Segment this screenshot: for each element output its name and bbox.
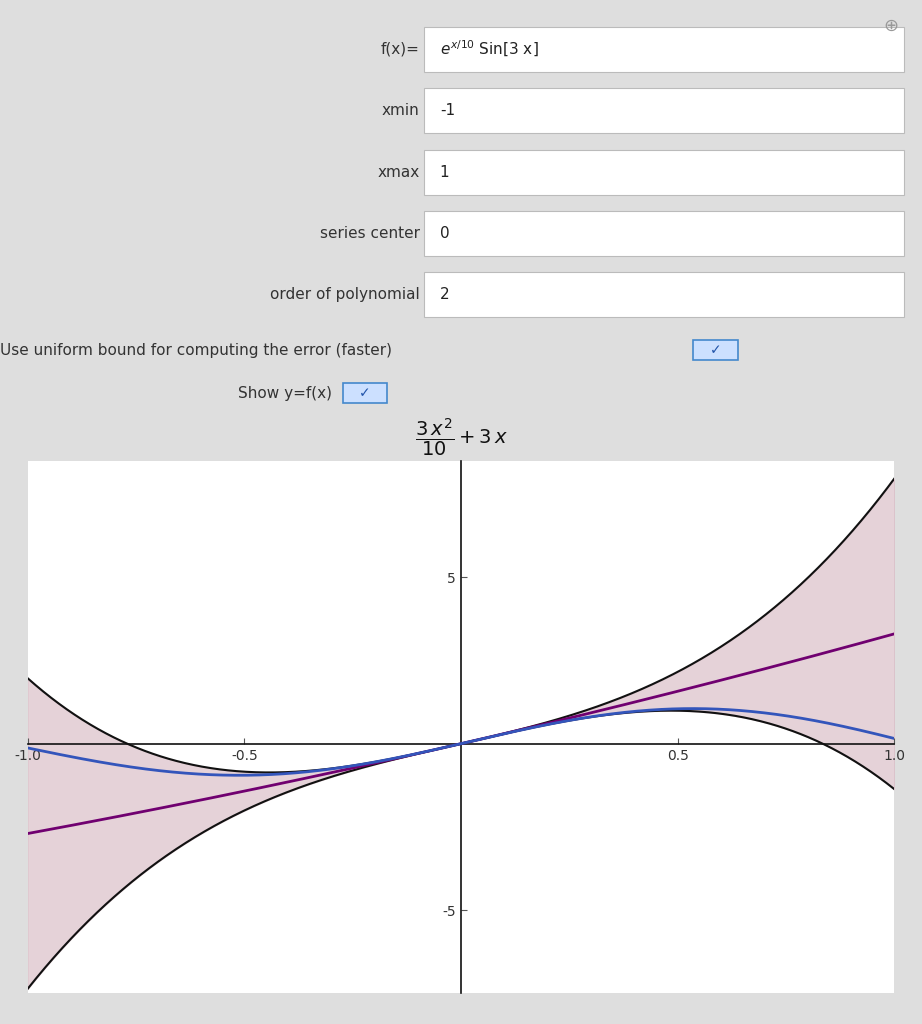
Text: 0: 0 xyxy=(440,226,449,241)
Text: xmax: xmax xyxy=(377,165,420,179)
Text: ✓: ✓ xyxy=(710,343,721,357)
Text: xmin: xmin xyxy=(382,103,420,118)
FancyBboxPatch shape xyxy=(424,150,904,195)
Text: Use uniform bound for computing the error (faster): Use uniform bound for computing the erro… xyxy=(0,343,392,357)
Text: -1: -1 xyxy=(440,103,455,118)
Title: $\dfrac{3\,x^2}{10} + 3\,x$: $\dfrac{3\,x^2}{10} + 3\,x$ xyxy=(415,416,507,458)
Text: series center: series center xyxy=(320,226,420,241)
FancyBboxPatch shape xyxy=(424,211,904,256)
Text: Show y=f(x): Show y=f(x) xyxy=(238,386,332,400)
Text: ⊕: ⊕ xyxy=(884,16,899,35)
FancyBboxPatch shape xyxy=(424,27,904,72)
FancyBboxPatch shape xyxy=(424,88,904,133)
FancyBboxPatch shape xyxy=(693,340,738,360)
Text: f(x)=: f(x)= xyxy=(381,42,420,56)
FancyBboxPatch shape xyxy=(343,383,387,403)
FancyBboxPatch shape xyxy=(424,272,904,317)
Text: $e^{x/10}$ Sin[3 x]: $e^{x/10}$ Sin[3 x] xyxy=(440,39,538,59)
Text: 1: 1 xyxy=(440,165,449,179)
Text: 2: 2 xyxy=(440,288,449,302)
Text: ✓: ✓ xyxy=(360,386,371,400)
Text: order of polynomial: order of polynomial xyxy=(270,288,420,302)
